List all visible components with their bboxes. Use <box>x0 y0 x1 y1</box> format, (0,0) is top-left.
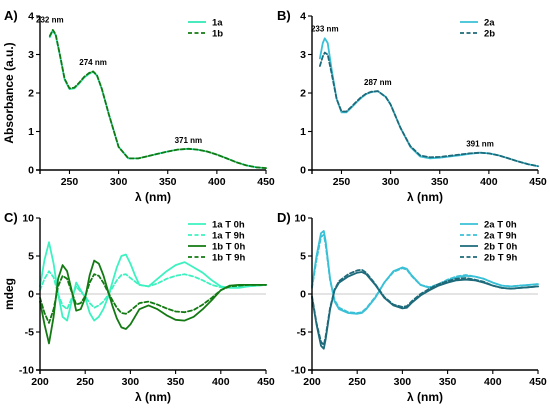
panel-2-y-tick-label-3: 3 <box>300 49 306 61</box>
panel-1-series-1-line <box>48 29 267 170</box>
panel-2-y-tick-label-4: 4 <box>300 11 306 23</box>
panel-3-y-tick-label--10: -10 <box>19 365 34 377</box>
panel-4-x-tick-label-350: 350 <box>439 376 457 388</box>
panel-4-y-tick-label-10: 10 <box>294 213 306 225</box>
panel-3-y-axis-label: mdeg <box>2 278 16 310</box>
panel-2-legend-label-2: 2b <box>484 29 495 40</box>
panel-2-y-tick-label-0: 0 <box>300 165 306 177</box>
panel-4-legend-label-2: 2a T 9h <box>484 231 517 242</box>
panel-4-legend-label-1: 2a T 0h <box>484 220 517 231</box>
panel-2-annotation-2: 287 nm <box>364 78 392 87</box>
panel-1-x-tick-label-400: 400 <box>208 176 226 188</box>
panel-1-series-2-line <box>48 28 267 170</box>
panel-2-label: B) <box>277 8 291 23</box>
panel-1-x-tick-label-350: 350 <box>159 176 177 188</box>
panel-1-y-tick-label-4: 4 <box>28 11 34 23</box>
panel-1-annotation-2: 274 nm <box>79 58 107 67</box>
panel-2-series-2-line <box>318 51 539 168</box>
panel-4-y-tick-label--5: -5 <box>297 327 306 339</box>
panel-2-annotation-1: 233 nm <box>311 24 339 33</box>
panel-2-y-tick-label-2: 2 <box>300 88 306 100</box>
panel-1-y-axis-label: Absorbance (a.u.) <box>2 42 16 143</box>
panel-4-x-tick-label-300: 300 <box>394 376 412 388</box>
panel-1-y-tick-label-3: 3 <box>28 49 34 61</box>
panel-3-series-3-line <box>39 259 267 345</box>
panel-3-legend-label-4: 1b T 9h <box>212 253 245 264</box>
panel-4-series-4-line <box>311 268 539 346</box>
panel-2-x-tick-label-400: 400 <box>480 176 498 188</box>
panel-3-legend-label-3: 1b T 0h <box>212 242 245 253</box>
panel-4-x-tick-label-400: 400 <box>484 376 502 388</box>
panel-1-legend-label-2: 1b <box>212 29 223 40</box>
panel-4-x-axis-label: λ (nm) <box>407 390 443 404</box>
panel-4-x-tick-label-250: 250 <box>348 376 366 388</box>
panel-1-y-tick-label-2: 2 <box>28 88 34 100</box>
panel-4-y-tick-label-0: 0 <box>300 289 306 301</box>
panel-1-x-tick-label-250: 250 <box>61 176 79 188</box>
panel-3-series-2-line <box>39 270 267 311</box>
panel-3-legend-label-1: 1a T 0h <box>212 220 245 231</box>
panel-1-x-tick-label-300: 300 <box>110 176 128 188</box>
panel-2-x-tick-label-250: 250 <box>333 176 351 188</box>
panel-3-y-tick-label--5: -5 <box>25 327 34 339</box>
panel-2-x-axis-label: λ (nm) <box>407 190 443 204</box>
panel-4-x-tick-label-200: 200 <box>303 376 321 388</box>
panel-1-annotation-1: 232 nm <box>36 16 64 25</box>
panel-1-y-tick-label-1: 1 <box>28 126 34 138</box>
panel-4-legend-label-4: 2b T 9h <box>484 253 517 264</box>
panel-3-y-tick-label-10: 10 <box>22 213 34 225</box>
panel-1-legend-label-1: 1a <box>212 18 223 29</box>
panel-4-label: D) <box>277 210 291 225</box>
panel-1-y-tick-label-0: 0 <box>28 165 34 177</box>
panel-1-x-axis-label: λ (nm) <box>135 190 171 204</box>
panel-3-x-tick-label-300: 300 <box>122 376 140 388</box>
panel-3-x-tick-label-200: 200 <box>31 376 49 388</box>
panel-3-x-tick-label-350: 350 <box>167 376 185 388</box>
panel-2-legend-label-1: 2a <box>484 18 495 29</box>
panel-3-x-tick-label-450: 450 <box>257 376 275 388</box>
panel-2-series-1-line <box>318 37 539 168</box>
panel-3-x-tick-label-400: 400 <box>212 376 230 388</box>
panel-2-x-tick-label-350: 350 <box>431 176 449 188</box>
panel-1-x-tick-label-450: 450 <box>257 176 275 188</box>
panel-3-label: C) <box>4 210 18 225</box>
panel-1-annotation-3: 371 nm <box>175 136 203 145</box>
panel-3-y-tick-label-0: 0 <box>28 289 34 301</box>
panel-4-series-2-line <box>311 233 539 314</box>
panel-4-y-tick-label--10: -10 <box>291 365 306 377</box>
panel-4-x-tick-label-450: 450 <box>529 376 547 388</box>
panel-3-series-1-line <box>39 241 267 322</box>
panel-3-series-4-line <box>39 273 267 324</box>
panel-2-annotation-3: 391 nm <box>466 140 494 149</box>
panel-3-x-tick-label-250: 250 <box>76 376 94 388</box>
panel-4-y-tick-label-5: 5 <box>300 251 306 263</box>
panel-1-label: A) <box>4 8 18 23</box>
panel-3-x-axis-label: λ (nm) <box>135 390 171 404</box>
panel-3-legend-label-2: 1a T 9h <box>212 231 245 242</box>
panel-2-x-tick-label-300: 300 <box>382 176 400 188</box>
panel-2-y-tick-label-1: 1 <box>300 126 306 138</box>
panel-2-x-tick-label-450: 450 <box>529 176 547 188</box>
panel-3-y-tick-label-5: 5 <box>28 251 34 263</box>
panel-4-legend-label-3: 2b T 0h <box>484 242 517 253</box>
